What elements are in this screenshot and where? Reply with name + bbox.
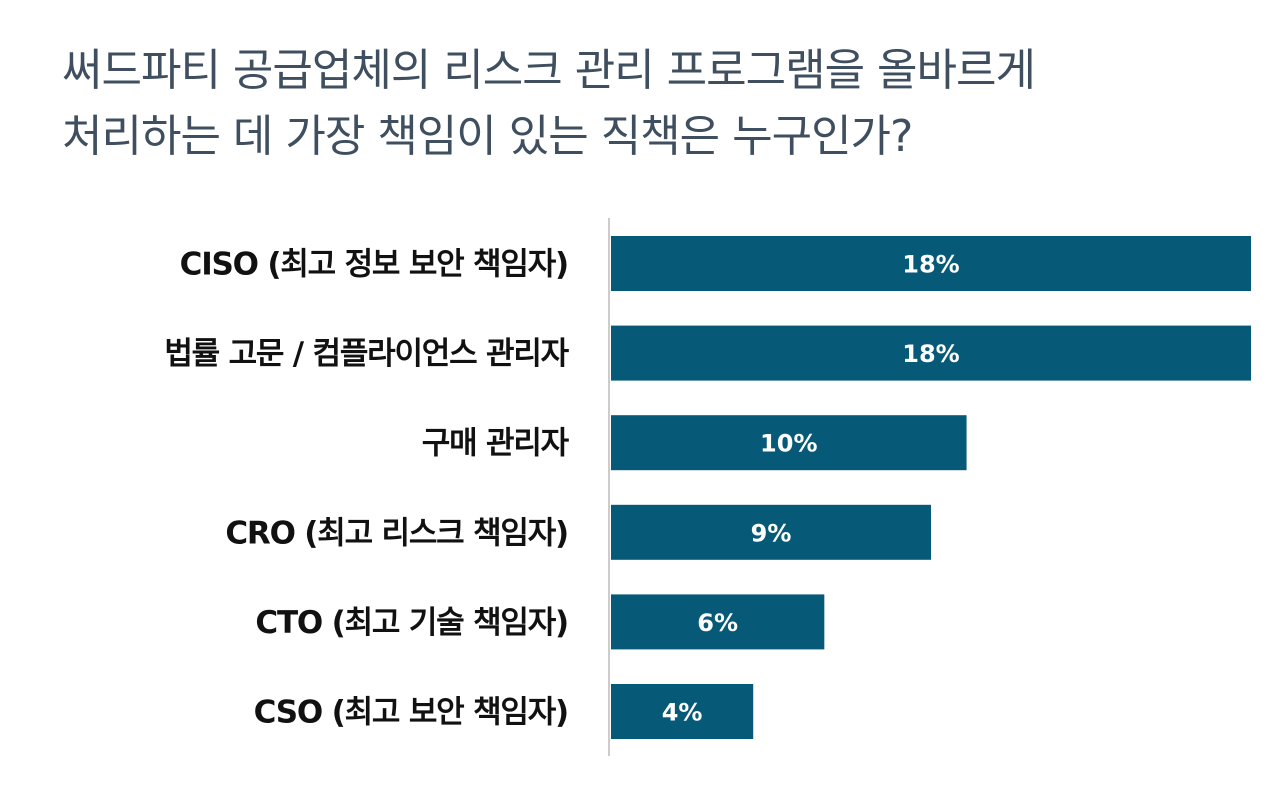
- category-label-1: 법률 고문 / 컴플라이언스 관리자: [164, 336, 569, 372]
- bar-value-label-4: 6%: [697, 609, 738, 637]
- bar-2: [611, 415, 967, 471]
- bar-3: [611, 504, 931, 560]
- chart-title-line-1: 써드파티 공급업체의 리스크 관리 프로그램을 올바르게: [62, 45, 1036, 96]
- category-label-2: 구매 관리자: [422, 426, 570, 462]
- bar-value-label-0: 18%: [902, 251, 959, 279]
- bar-0: [611, 236, 1251, 291]
- bar-value-label-2: 10%: [760, 430, 817, 458]
- chart-title: 써드파티 공급업체의 리스크 관리 프로그램을 올바르게 처리하는 데 가장 책…: [62, 38, 1182, 170]
- category-label-0: CISO (최고 정보 보안 책임자): [180, 247, 568, 283]
- category-label-3: CRO (최고 리스크 책임자): [225, 515, 568, 551]
- bar-1: [611, 325, 1251, 381]
- chart-title-line-2: 처리하는 데 가장 책임이 있는 직책은 누구인가?: [62, 111, 913, 162]
- category-label-4: CTO (최고 기술 책임자): [255, 605, 568, 641]
- bar-5: [611, 684, 754, 739]
- category-label-5: CSO (최고 보안 책임자): [254, 695, 568, 731]
- bar-value-label-3: 9%: [751, 519, 792, 547]
- bar-value-label-1: 18%: [902, 340, 959, 368]
- bar-4: [611, 594, 825, 650]
- bar-value-label-5: 4%: [662, 699, 703, 727]
- bars: 18% CISO (최고 정보 보안 책임자) 18% 법률 고문 / 컴플라이언스 …: [164, 236, 1251, 739]
